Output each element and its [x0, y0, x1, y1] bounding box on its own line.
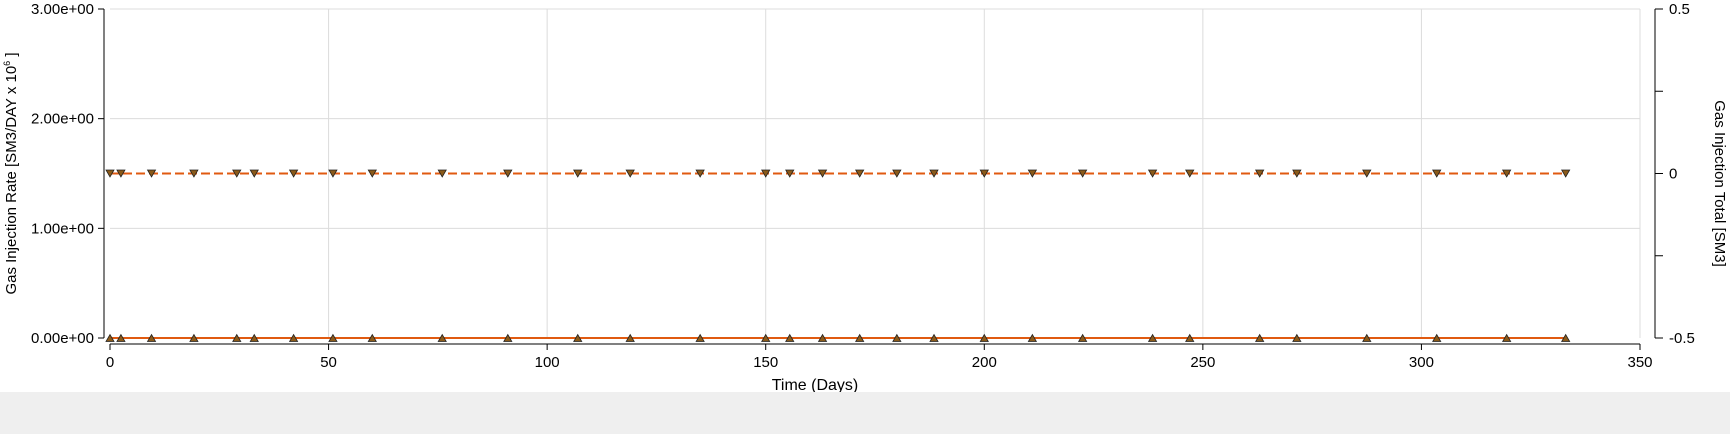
series-2-marker — [1185, 169, 1195, 178]
x-tick-label: 350 — [1627, 354, 1652, 371]
series-2-marker — [1432, 169, 1442, 178]
series-2-marker — [503, 169, 513, 178]
series-2-marker — [892, 169, 902, 178]
y-axis-right-label: Gas Injection Total [SM3] — [1711, 100, 1728, 266]
series-2-marker — [1027, 169, 1038, 178]
series-2-marker — [1254, 169, 1265, 178]
series-2-marker — [785, 169, 795, 178]
series-2-marker — [1560, 169, 1571, 178]
series-1-marker — [249, 333, 259, 342]
series-1-marker — [503, 333, 513, 342]
series-1-marker — [695, 333, 705, 342]
series-1-marker — [1362, 333, 1372, 342]
series-2-marker — [1501, 169, 1512, 178]
series-1-marker — [1147, 333, 1158, 342]
x-tick-label: 100 — [535, 354, 560, 371]
series-2-marker — [249, 169, 259, 178]
series-1-marker — [573, 333, 583, 342]
series-2-marker — [1077, 169, 1088, 178]
series-1-marker — [855, 333, 865, 342]
series — [105, 169, 1571, 342]
y-left-label-prefix: Gas Injection Rate [SM3/DAY x 10 — [3, 66, 20, 295]
series-2-marker — [817, 169, 828, 178]
y-left-tick-label: 2.00e+00 — [31, 111, 94, 128]
series-1-marker — [817, 333, 828, 342]
series-1-marker — [979, 333, 989, 342]
series-1-marker — [929, 333, 939, 342]
axis-labels: Time (Days) Gas Injection Rate [SM3/DAY … — [2, 52, 1728, 394]
x-tick-label: 200 — [972, 354, 997, 371]
y-left-tick-label: 1.00e+00 — [31, 220, 94, 237]
series-2-marker — [437, 169, 447, 178]
series-2-marker — [288, 169, 299, 178]
series-2-marker — [573, 169, 583, 178]
series-1-marker — [1185, 333, 1195, 342]
series-1-marker — [232, 333, 242, 342]
axes: 0 50 100 150 200 250 300 350 0.00e+00 1.00e+00 2.0… — [31, 1, 1695, 371]
series-2-marker — [979, 169, 989, 178]
series-1-marker — [1254, 333, 1265, 342]
series-2-marker — [1362, 169, 1372, 178]
series-2-marker — [328, 169, 338, 178]
series-2-marker — [929, 169, 939, 178]
status-band — [0, 392, 1730, 434]
series-1-marker — [1501, 333, 1512, 342]
series-2-marker — [855, 169, 865, 178]
series-1-marker — [1077, 333, 1088, 342]
y-left-tick-label: 3.00e+00 — [31, 1, 94, 18]
series-1-marker — [892, 333, 902, 342]
series-2-marker — [146, 169, 157, 178]
series-2-marker — [1147, 169, 1158, 178]
series-2-marker — [761, 169, 771, 178]
series-1-marker — [1432, 333, 1442, 342]
series-1-marker — [189, 333, 199, 342]
series-1-marker — [1560, 333, 1571, 342]
series-2-marker — [367, 169, 377, 178]
x-tick-label: 0 — [106, 354, 114, 371]
y-right-tick-label: 0.5 — [1669, 1, 1690, 18]
series-1-marker — [761, 333, 771, 342]
x-tick-label: 250 — [1190, 354, 1215, 371]
series-2-marker — [105, 169, 115, 178]
series-1-marker — [785, 333, 795, 342]
y-right-tick-label: -0.5 — [1669, 330, 1695, 347]
series-2-marker — [189, 169, 199, 178]
x-tick-label: 150 — [753, 354, 778, 371]
series-1-marker — [437, 333, 447, 342]
series-1-marker — [367, 333, 377, 342]
y-right-tick-label: 0 — [1669, 166, 1677, 183]
series-2-marker — [625, 169, 635, 178]
series-1-marker — [105, 333, 115, 342]
series-1-marker — [328, 333, 338, 342]
series-1-marker — [1292, 333, 1302, 342]
series-2-marker — [232, 169, 242, 178]
series-1-marker — [146, 333, 157, 342]
series-1-marker — [1027, 333, 1038, 342]
x-tick-label: 300 — [1409, 354, 1434, 371]
series-1-marker — [288, 333, 299, 342]
x-tick-label: 50 — [320, 354, 337, 371]
series-1-marker — [116, 333, 126, 342]
y-left-label-suffix: ] — [3, 52, 20, 60]
y-left-label-exponent: 6 — [2, 61, 12, 66]
x-axis-label: Time (Days) — [772, 377, 859, 394]
series-2-marker — [1292, 169, 1302, 178]
series-1-marker — [625, 333, 635, 342]
y-axis-left-label: Gas Injection Rate [SM3/DAY x 106 ] — [2, 52, 20, 294]
series-2-marker — [116, 169, 126, 178]
y-left-tick-label: 0.00e+00 — [31, 330, 94, 347]
series-2-marker — [695, 169, 705, 178]
